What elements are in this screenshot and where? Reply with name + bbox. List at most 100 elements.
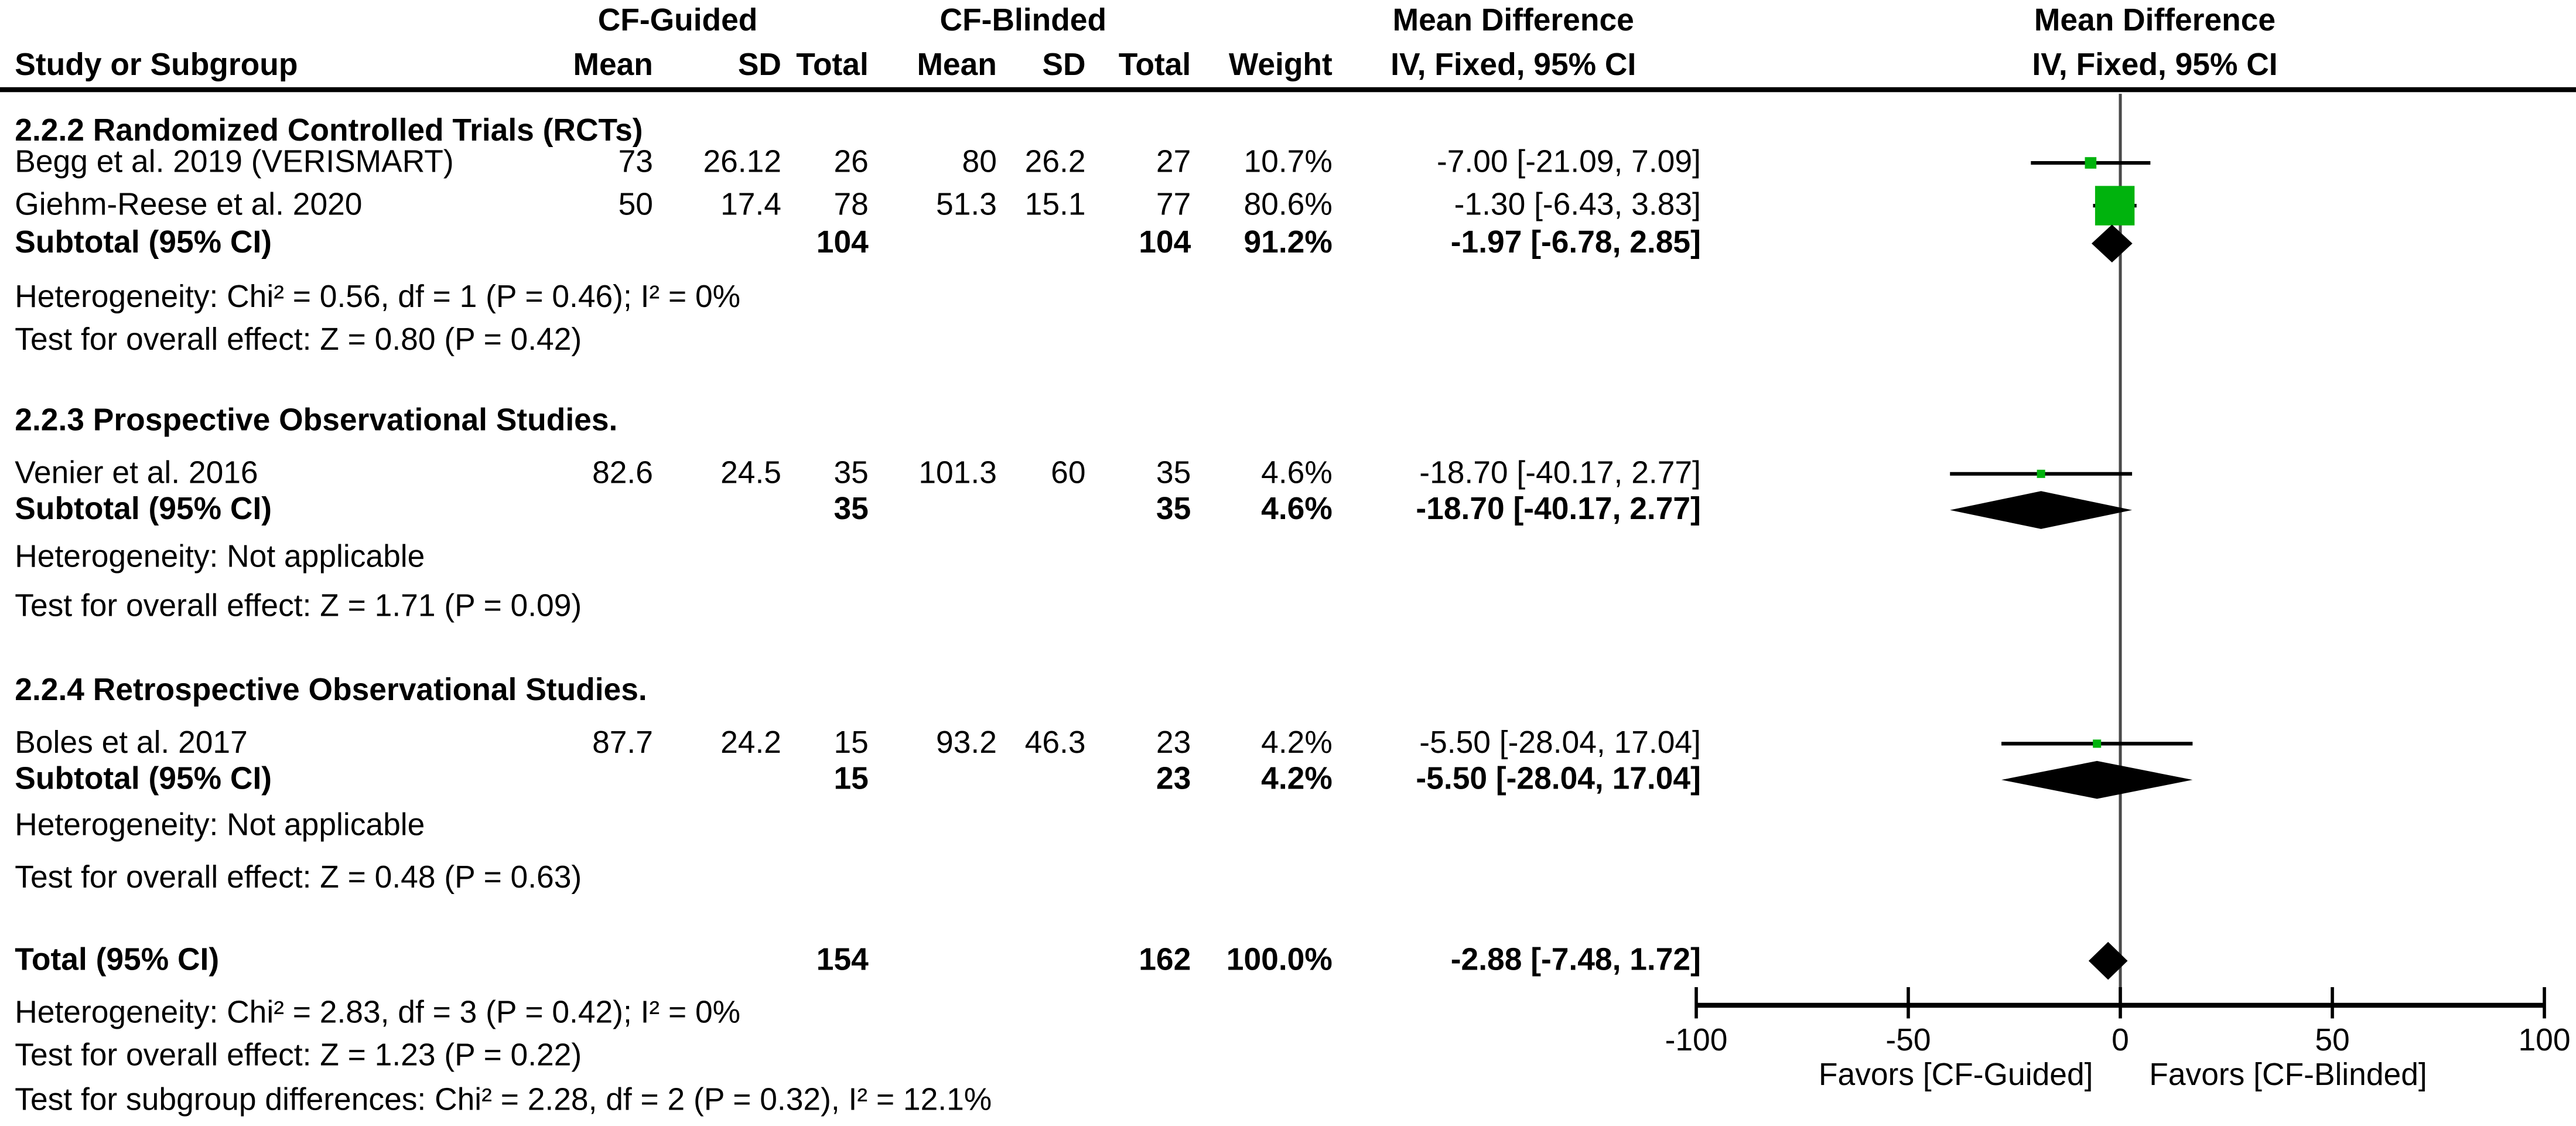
header-sd-cf-blinded: SD — [1042, 48, 1086, 83]
ci-cell: -1.97 [-6.78, 2.85] — [1450, 226, 1701, 261]
ci-cell: -18.70 [-40.17, 2.77] — [1419, 456, 1701, 492]
weight-cell: 91.2% — [1243, 226, 1333, 261]
total-label: Total (95% CI) — [15, 943, 220, 978]
mean1-cell: 82.6 — [592, 456, 653, 492]
note-text: Heterogeneity: Chi² = 2.83, df = 3 (P = … — [15, 996, 741, 1031]
favors-right-label: Favors [CF-Blinded] — [2149, 1059, 2427, 1094]
axis-tick-label: 50 — [2315, 1024, 2350, 1059]
study-label: Boles et al. 2017 — [15, 726, 248, 761]
sd2-cell: 60 — [1051, 456, 1086, 492]
study-label: Giehm-Reese et al. 2020 — [15, 188, 363, 223]
study-label: Venier et al. 2016 — [15, 456, 258, 492]
total2-cell: 27 — [1156, 145, 1191, 180]
header-sd-cf-guided: SD — [737, 48, 781, 83]
subtotal-label: Subtotal (95% CI) — [15, 493, 272, 528]
note-text: Test for overall effect: Z = 0.48 (P = 0… — [15, 861, 582, 896]
note-text: Heterogeneity: Chi² = 0.56, df = 1 (P = … — [15, 280, 741, 315]
mean1-cell: 87.7 — [592, 726, 653, 761]
ci-cell: -5.50 [-28.04, 17.04] — [1416, 762, 1701, 797]
weight-cell: 4.6% — [1261, 493, 1333, 528]
header-stat-effect-title: Mean Difference — [1392, 4, 1634, 39]
note-text: Heterogeneity: Not applicable — [15, 540, 425, 575]
total2-cell: 23 — [1156, 726, 1191, 761]
header-group-cf-guided: CF-Guided — [597, 4, 758, 39]
total1-cell: 26 — [833, 145, 869, 180]
axis-tick-label: -50 — [1885, 1024, 1931, 1059]
total1-cell: 15 — [833, 762, 869, 797]
weight-cell: 4.2% — [1261, 762, 1333, 797]
subtotal-label: Subtotal (95% CI) — [15, 762, 272, 797]
note-text: Test for overall effect: Z = 0.80 (P = 0… — [15, 323, 582, 358]
total2-cell: 162 — [1139, 943, 1191, 978]
favors-left-label: Favors [CF-Guided] — [1818, 1059, 2093, 1094]
axis-tick-label: -100 — [1665, 1024, 1728, 1059]
total1-cell: 35 — [833, 493, 869, 528]
mean1-cell: 50 — [618, 188, 653, 223]
header-mean-cf-blinded: Mean — [917, 48, 997, 83]
subgroup-title: 2.2.3 Prospective Observational Studies. — [15, 404, 618, 439]
ci-cell: -5.50 [-28.04, 17.04] — [1419, 726, 1701, 761]
total1-cell: 35 — [833, 456, 869, 492]
total2-cell: 77 — [1156, 188, 1191, 223]
total1-cell: 78 — [833, 188, 869, 223]
total1-cell: 104 — [816, 226, 869, 261]
note-text: Test for overall effect: Z = 1.71 (P = 0… — [15, 589, 582, 625]
subtotal-diamond — [2091, 224, 2133, 262]
header-plot-effect-title: Mean Difference — [2034, 4, 2276, 39]
effect-square-marker — [2095, 186, 2135, 226]
study-label: Begg et al. 2019 (VERISMART) — [15, 145, 454, 180]
total1-cell: 154 — [816, 943, 869, 978]
note-text: Heterogeneity: Not applicable — [15, 808, 425, 844]
sd2-cell: 46.3 — [1024, 726, 1086, 761]
subtotal-diamond — [1950, 491, 2133, 529]
ci-cell: -1.30 [-6.43, 3.83] — [1454, 188, 1701, 223]
header-divider-rule — [0, 87, 2576, 93]
weight-cell: 4.2% — [1261, 726, 1333, 761]
sd1-cell: 26.12 — [703, 145, 781, 180]
sd1-cell: 24.5 — [720, 456, 781, 492]
mean2-cell: 93.2 — [936, 726, 997, 761]
total2-cell: 35 — [1156, 493, 1191, 528]
sd1-cell: 24.2 — [720, 726, 781, 761]
sd2-cell: 15.1 — [1024, 188, 1086, 223]
weight-cell: 80.6% — [1243, 188, 1333, 223]
ci-cell: -18.70 [-40.17, 2.77] — [1416, 493, 1701, 528]
total2-cell: 35 — [1156, 456, 1191, 492]
ci-cell: -2.88 [-7.48, 1.72] — [1450, 943, 1701, 978]
header-group-cf-blinded: CF-Blinded — [939, 4, 1107, 39]
header-total-cf-blinded: Total — [1118, 48, 1191, 83]
weight-cell: 4.6% — [1261, 456, 1333, 492]
header-stat-effect-method: IV, Fixed, 95% CI — [1391, 48, 1637, 83]
total2-cell: 23 — [1156, 762, 1191, 797]
subgroup-title: 2.2.4 Retrospective Observational Studie… — [15, 674, 647, 709]
header-study-or-subgroup: Study or Subgroup — [15, 48, 298, 83]
effect-square-marker — [2085, 157, 2097, 169]
mean2-cell: 80 — [962, 145, 997, 180]
mean2-cell: 101.3 — [918, 456, 997, 492]
header-mean-cf-guided: Mean — [573, 48, 653, 83]
header-weight: Weight — [1228, 48, 1333, 83]
note-text: Test for overall effect: Z = 1.23 (P = 0… — [15, 1039, 582, 1074]
subtotal-diamond — [2001, 760, 2193, 799]
effect-square-marker — [2093, 739, 2102, 748]
total2-cell: 104 — [1139, 226, 1191, 261]
axis-tick-label: 100 — [2518, 1024, 2571, 1059]
sd2-cell: 26.2 — [1024, 145, 1086, 180]
weight-cell: 100.0% — [1226, 943, 1333, 978]
weight-cell: 10.7% — [1243, 145, 1333, 180]
sd1-cell: 17.4 — [720, 188, 781, 223]
total1-cell: 15 — [833, 726, 869, 761]
ci-cell: -7.00 [-21.09, 7.09] — [1436, 145, 1701, 180]
subgroup-title: 2.2.2 Randomized Controlled Trials (RCTs… — [15, 114, 643, 149]
mean2-cell: 51.3 — [936, 188, 997, 223]
note-text: Test for subgroup differences: Chi² = 2.… — [15, 1083, 992, 1118]
header-plot-effect-method: IV, Fixed, 95% CI — [2032, 48, 2278, 83]
mean1-cell: 73 — [618, 145, 653, 180]
effect-square-marker — [2037, 469, 2045, 478]
axis-tick-label: 0 — [2112, 1024, 2129, 1059]
header-total-cf-guided: Total — [796, 48, 869, 83]
subtotal-label: Subtotal (95% CI) — [15, 226, 272, 261]
